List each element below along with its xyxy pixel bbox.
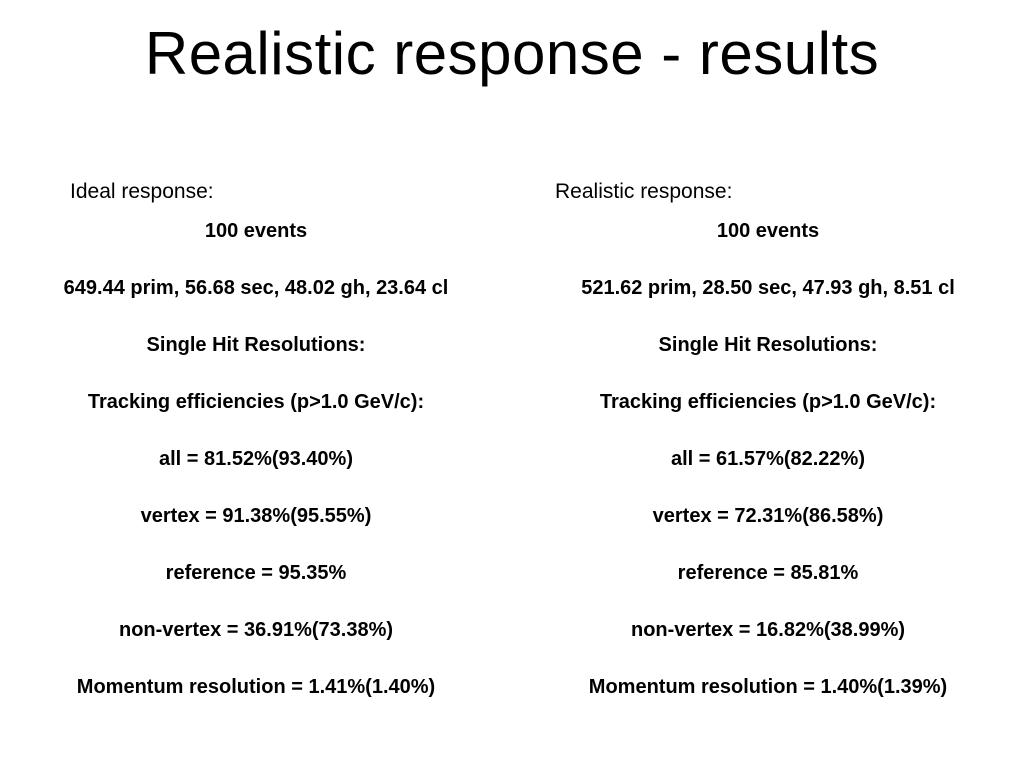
reference-efficiency-line: reference = 95.35% [165, 562, 347, 584]
stat-list: 100 events 521.62 prim, 28.50 sec, 47.93… [512, 217, 1024, 730]
event-count-line: 100 events [716, 220, 820, 242]
hit-counts-line: 649.44 prim, 56.68 sec, 48.02 gh, 23.64 … [63, 277, 449, 299]
slide-title: Realistic response - results [144, 20, 880, 87]
non-vertex-efficiency-line: non-vertex = 36.91%(73.38%) [118, 619, 394, 641]
stat-list: 100 events 649.44 prim, 56.68 sec, 48.02… [0, 217, 512, 730]
vertex-efficiency-line: vertex = 72.31%(86.58%) [652, 505, 884, 527]
non-vertex-efficiency-line: non-vertex = 16.82%(38.99%) [630, 619, 906, 641]
tracking-efficiencies-line: Tracking efficiencies (p>1.0 GeV/c): [599, 391, 937, 413]
single-hit-resolutions-line: Single Hit Resolutions: [658, 334, 878, 356]
momentum-resolution-line: Momentum resolution = 1.40%(1.39%) [588, 676, 948, 698]
all-efficiency-line: all = 81.52%(93.40%) [158, 448, 353, 470]
momentum-resolution-line: Momentum resolution = 1.41%(1.40%) [76, 676, 436, 698]
event-count-line: 100 events [204, 220, 308, 242]
all-efficiency-line: all = 61.57%(82.22%) [670, 448, 865, 470]
column-heading: Realistic response: [555, 180, 733, 203]
column-heading: Ideal response: [70, 180, 214, 203]
single-hit-resolutions-line: Single Hit Resolutions: [146, 334, 366, 356]
tracking-efficiencies-line: Tracking efficiencies (p>1.0 GeV/c): [87, 391, 425, 413]
hit-counts-line: 521.62 prim, 28.50 sec, 47.93 gh, 8.51 c… [581, 277, 955, 299]
reference-efficiency-line: reference = 85.81% [677, 562, 859, 584]
vertex-efficiency-line: vertex = 91.38%(95.55%) [140, 505, 372, 527]
